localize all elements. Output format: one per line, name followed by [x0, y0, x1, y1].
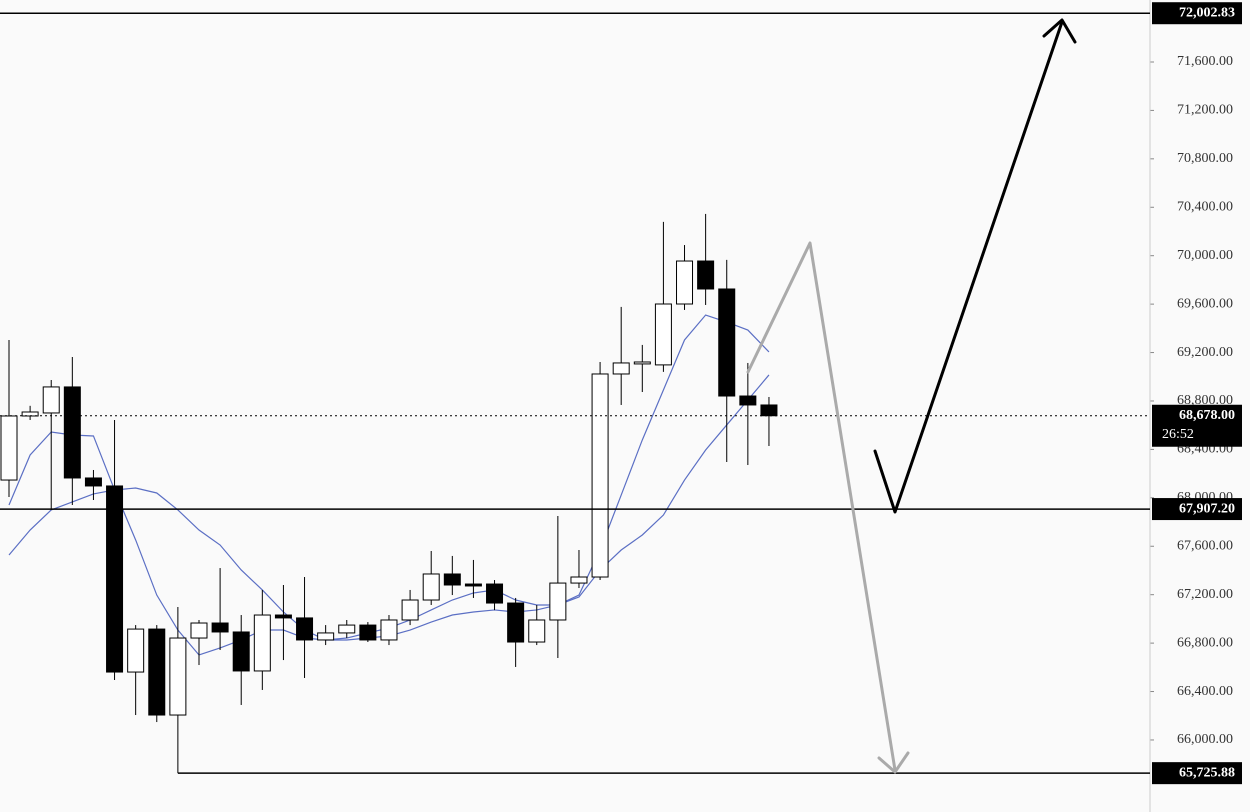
- candle-body: [359, 624, 377, 641]
- candle-body: [232, 631, 250, 672]
- y-tick-label: 69,200.00: [1177, 345, 1233, 360]
- candle-body: [443, 573, 461, 586]
- candle-body: [211, 622, 229, 633]
- black-path: [873, 20, 1064, 514]
- candle-body: [464, 583, 482, 587]
- level-label: 65,725.88: [1179, 765, 1235, 780]
- candle-body: [654, 303, 672, 366]
- y-tick-label: 68,800.00: [1177, 393, 1233, 408]
- candle-body: [84, 477, 102, 487]
- candle-body: [718, 288, 736, 397]
- y-tick-label: 67,600.00: [1177, 538, 1233, 553]
- candle-body: [760, 404, 778, 417]
- candle-body: [486, 583, 504, 604]
- y-tick-label: 70,400.00: [1177, 199, 1233, 214]
- candle-body: [106, 485, 124, 673]
- candle-body: [274, 614, 292, 619]
- candle-body: [422, 573, 440, 601]
- candle-body: [190, 622, 208, 639]
- candle-body: [253, 614, 271, 672]
- candle-body: [633, 361, 651, 365]
- level-label-bg: [1152, 762, 1242, 785]
- candle-body: [739, 395, 757, 406]
- y-tick-label: 70,800.00: [1177, 151, 1233, 166]
- candle-body: [380, 619, 398, 641]
- projection-arrows: [746, 18, 1077, 774]
- black-arrowhead: [1042, 18, 1077, 44]
- candle-body: [169, 637, 187, 716]
- y-tick-label: 71,600.00: [1177, 54, 1233, 69]
- countdown: 26:52: [1162, 427, 1194, 442]
- level-label-bg: [1152, 2, 1242, 25]
- current-price-label: 68,678.00: [1179, 408, 1235, 423]
- candle-body: [507, 602, 525, 643]
- level-label: 72,002.83: [1179, 5, 1235, 20]
- current-price-bg: [1152, 404, 1242, 447]
- candle-body: [42, 386, 60, 414]
- y-tick-label: 66,400.00: [1177, 684, 1233, 699]
- candle-body: [0, 415, 18, 481]
- gray-path: [746, 241, 897, 772]
- candle-body: [676, 260, 694, 305]
- candle-body: [296, 617, 314, 641]
- level-label-bg: [1152, 498, 1242, 521]
- candle-body: [570, 576, 588, 584]
- candle-body: [612, 362, 630, 375]
- candle-body: [127, 628, 145, 673]
- y-tick-label: 66,800.00: [1177, 635, 1233, 650]
- candle-body: [317, 632, 335, 641]
- gray-arrowhead: [877, 751, 910, 774]
- candle-body: [338, 624, 356, 634]
- y-tick-label: 69,600.00: [1177, 296, 1233, 311]
- candle-body: [528, 619, 546, 643]
- candle-body: [697, 260, 715, 290]
- y-tick-label: 67,200.00: [1177, 587, 1233, 602]
- y-tick-label: 70,000.00: [1177, 248, 1233, 263]
- candle-body: [401, 599, 419, 621]
- candle-body: [148, 628, 166, 716]
- level-label: 67,907.20: [1179, 501, 1235, 516]
- y-tick-label: 66,000.00: [1177, 732, 1233, 747]
- candle-body: [63, 386, 81, 479]
- y-tick-label: 71,200.00: [1177, 103, 1233, 118]
- candle-body: [549, 582, 567, 621]
- candle-body: [591, 373, 609, 578]
